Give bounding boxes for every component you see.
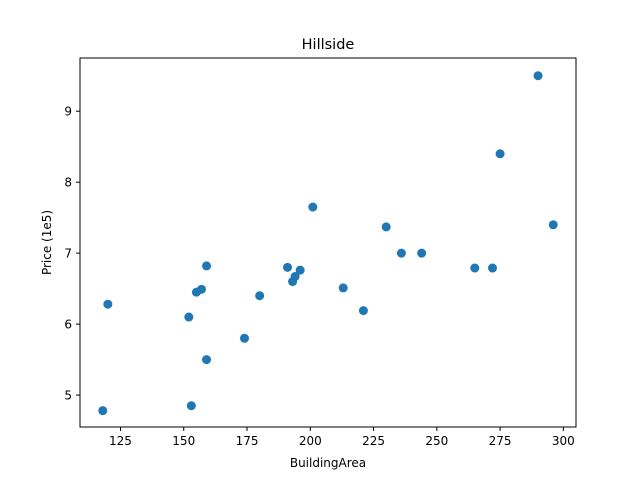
data-point [290,272,300,282]
data-point [184,312,194,322]
data-point [202,355,212,365]
x-tick-label: 150 [172,434,195,448]
y-tick-label: 8 [64,176,72,190]
data-point [470,263,480,273]
y-axis-label: Price (1e5) [40,210,54,275]
x-axis-label: BuildingArea [290,456,366,470]
data-point [98,406,108,416]
x-tick-label: 300 [552,434,575,448]
x-tick-label: 200 [299,434,322,448]
y-tick-label: 5 [64,389,72,403]
data-point [255,291,265,301]
x-tick-label: 225 [362,434,385,448]
y-tick-label: 7 [64,247,72,261]
data-point [548,220,558,230]
data-point [381,222,391,232]
data-point [358,306,368,316]
data-point [533,71,543,81]
data-point [202,261,212,271]
data-point [186,401,196,411]
data-point [308,202,318,212]
x-tick-label: 275 [489,434,512,448]
x-tick-label: 125 [109,434,132,448]
data-point [396,248,406,258]
data-points [98,71,558,416]
data-point [283,262,293,272]
data-point [487,263,497,273]
plot-area-frame [79,57,577,428]
y-tick-label: 9 [64,105,72,119]
data-point [338,283,348,293]
data-point [103,299,113,309]
chart-title: Hillside [302,37,355,53]
y-axis-ticks: 5 6 7 8 9 [64,105,80,403]
data-point [239,333,249,343]
data-point [495,149,505,159]
x-tick-label: 250 [425,434,448,448]
data-point [196,284,206,294]
data-point [417,248,427,258]
x-axis-ticks: 125 150 175 200 225 250 275 300 [109,427,575,448]
y-tick-label: 6 [64,318,72,332]
x-tick-label: 175 [236,434,259,448]
data-point [295,265,305,275]
